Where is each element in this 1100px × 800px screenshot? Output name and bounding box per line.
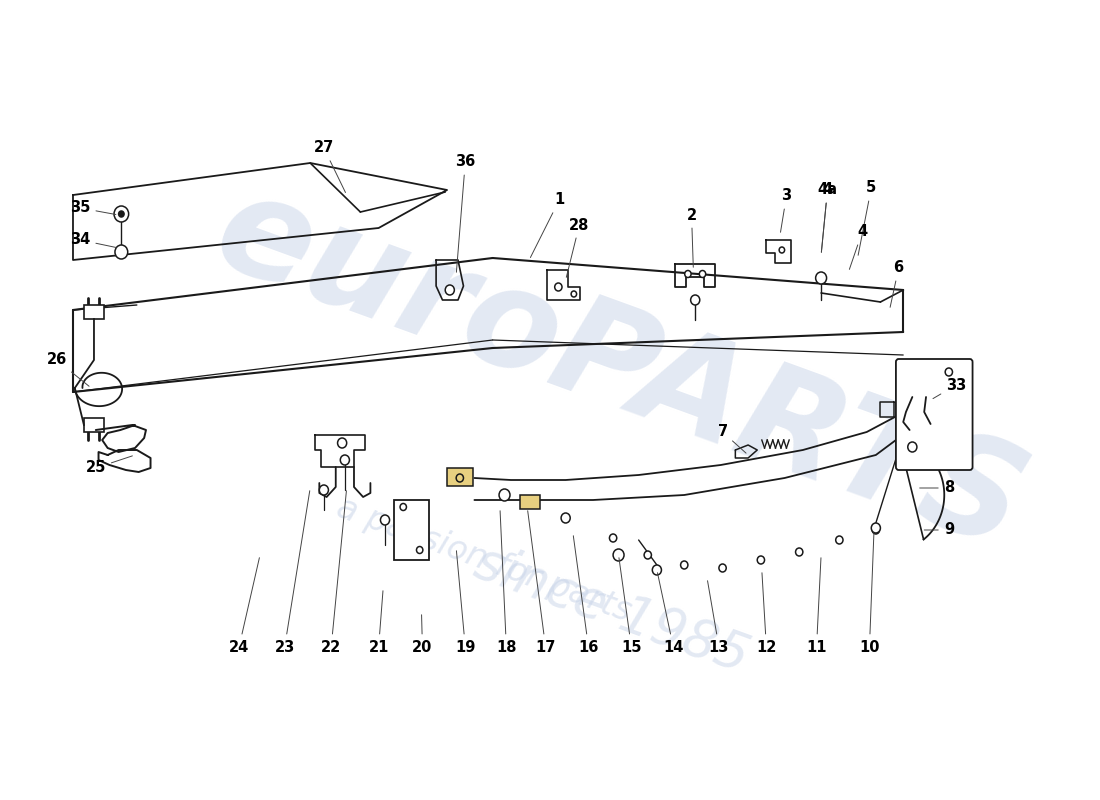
Text: 4a: 4a	[817, 182, 837, 252]
Circle shape	[691, 295, 700, 305]
Text: 2: 2	[686, 207, 696, 267]
Text: 19: 19	[455, 550, 475, 654]
Text: 7: 7	[717, 425, 746, 453]
Text: 1: 1	[530, 193, 564, 258]
Circle shape	[381, 515, 389, 525]
Text: 25: 25	[86, 456, 132, 475]
Text: 27: 27	[314, 141, 345, 193]
Text: 4: 4	[849, 225, 867, 270]
Text: 14: 14	[658, 573, 683, 654]
Circle shape	[908, 442, 917, 452]
Text: a passion for parts: a passion for parts	[332, 491, 636, 629]
Circle shape	[719, 564, 726, 572]
Circle shape	[779, 247, 784, 253]
Circle shape	[499, 489, 510, 501]
Circle shape	[652, 565, 661, 575]
Text: 8: 8	[920, 481, 954, 495]
Circle shape	[645, 551, 651, 559]
Circle shape	[945, 368, 953, 376]
Circle shape	[340, 455, 350, 465]
Circle shape	[871, 523, 880, 533]
Bar	[394, 500, 429, 560]
Circle shape	[319, 485, 329, 495]
Circle shape	[456, 474, 463, 482]
Text: 4: 4	[822, 182, 833, 252]
Text: euroPARTS: euroPARTS	[198, 162, 1043, 578]
Text: 15: 15	[619, 558, 641, 654]
Circle shape	[681, 561, 688, 569]
Text: 10: 10	[859, 533, 880, 654]
Circle shape	[609, 534, 617, 542]
Text: since 1985: since 1985	[468, 536, 756, 684]
Text: 26: 26	[46, 353, 89, 386]
Text: 33: 33	[933, 378, 966, 398]
Text: 18: 18	[496, 510, 517, 654]
Circle shape	[613, 549, 624, 561]
Circle shape	[872, 526, 880, 534]
Bar	[84, 418, 104, 432]
Circle shape	[400, 503, 406, 510]
Text: 9: 9	[924, 522, 954, 538]
Text: 11: 11	[806, 558, 827, 654]
Circle shape	[119, 211, 124, 217]
Text: 3: 3	[781, 189, 792, 232]
Circle shape	[700, 270, 706, 278]
Text: 21: 21	[368, 590, 388, 654]
Text: 23: 23	[275, 490, 310, 654]
Circle shape	[116, 245, 128, 259]
Text: 35: 35	[70, 201, 116, 215]
Text: 36: 36	[455, 154, 475, 272]
Circle shape	[684, 270, 691, 278]
Text: 28: 28	[566, 218, 590, 278]
Text: 17: 17	[528, 510, 556, 654]
Circle shape	[795, 548, 803, 556]
Circle shape	[757, 556, 764, 564]
FancyBboxPatch shape	[895, 359, 972, 470]
Text: 34: 34	[70, 233, 116, 247]
Circle shape	[554, 283, 562, 291]
Text: 6: 6	[890, 261, 904, 307]
Text: 22: 22	[321, 490, 346, 654]
Text: 13: 13	[707, 581, 729, 654]
Circle shape	[338, 438, 346, 448]
Circle shape	[446, 285, 454, 295]
Circle shape	[561, 513, 570, 523]
Circle shape	[836, 536, 843, 544]
Circle shape	[114, 206, 129, 222]
Text: 16: 16	[573, 536, 598, 654]
Circle shape	[815, 272, 826, 284]
Text: 12: 12	[756, 573, 777, 654]
Circle shape	[417, 546, 422, 554]
Bar	[447, 468, 473, 486]
Bar	[84, 305, 104, 319]
Text: 5: 5	[858, 181, 877, 255]
Text: 20: 20	[412, 614, 432, 654]
Text: 24: 24	[229, 558, 260, 654]
Bar	[520, 495, 540, 509]
Circle shape	[571, 291, 576, 297]
